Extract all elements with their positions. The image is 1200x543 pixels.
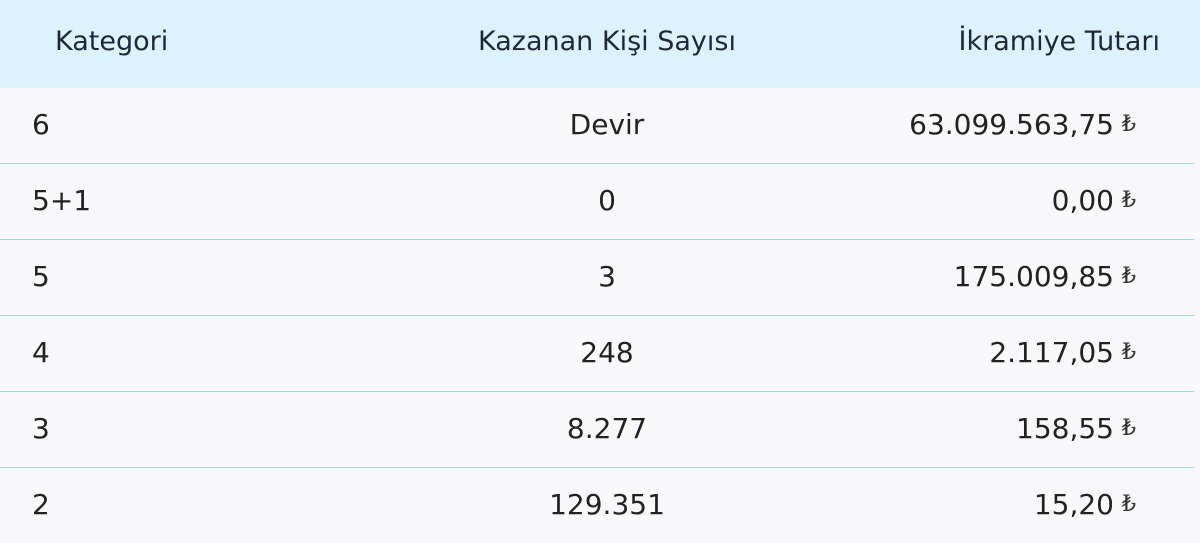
winners-cell: 8.277 xyxy=(566,412,648,445)
prize-cell: 0,00 xyxy=(1051,184,1114,217)
header-category: Kategori xyxy=(55,26,169,57)
category-cell: 5+1 xyxy=(32,184,92,217)
lira-icon: ₺ xyxy=(1122,264,1136,289)
table-row: 5 3 175.009,85 ₺ xyxy=(0,240,1194,316)
category-cell: 5 xyxy=(32,260,50,293)
lira-icon: ₺ xyxy=(1122,340,1136,365)
category-cell: 6 xyxy=(32,108,50,141)
lira-icon: ₺ xyxy=(1122,416,1136,441)
table-header: Kategori Kazanan Kişi Sayısı İkramiye Tu… xyxy=(0,0,1200,88)
lira-icon: ₺ xyxy=(1122,492,1136,517)
category-cell: 2 xyxy=(32,488,50,521)
table-row: 2 129.351 15,20 ₺ xyxy=(0,468,1194,543)
winners-cell: Devir xyxy=(569,108,645,141)
header-prize: İkramiye Tutarı xyxy=(958,26,1160,57)
prize-cell: 158,55 xyxy=(1016,412,1114,445)
prize-cell: 63.099.563,75 xyxy=(909,108,1114,141)
winners-cell: 129.351 xyxy=(549,488,665,521)
category-cell: 4 xyxy=(32,336,50,369)
winners-cell: 3 xyxy=(598,260,616,293)
category-cell: 3 xyxy=(32,412,50,445)
header-winners: Kazanan Kişi Sayısı xyxy=(478,26,736,57)
table-row: 3 8.277 158,55 ₺ xyxy=(0,392,1194,468)
lira-icon: ₺ xyxy=(1122,112,1136,137)
winners-cell: 248 xyxy=(580,336,634,369)
table-row: 6 Devir 63.099.563,75 ₺ xyxy=(0,88,1194,164)
winners-cell: 0 xyxy=(598,184,616,217)
prize-cell: 2.117,05 xyxy=(989,336,1114,369)
prize-cell: 175.009,85 xyxy=(953,260,1114,293)
prize-cell: 15,20 xyxy=(1033,488,1114,521)
table-row: 5+1 0 0,00 ₺ xyxy=(0,164,1194,240)
table-row: 4 248 2.117,05 ₺ xyxy=(0,316,1194,392)
lira-icon: ₺ xyxy=(1122,188,1136,213)
table-body: 6 Devir 63.099.563,75 ₺ 5+1 0 0,00 ₺ 5 3 175.009,8… xyxy=(0,88,1200,543)
